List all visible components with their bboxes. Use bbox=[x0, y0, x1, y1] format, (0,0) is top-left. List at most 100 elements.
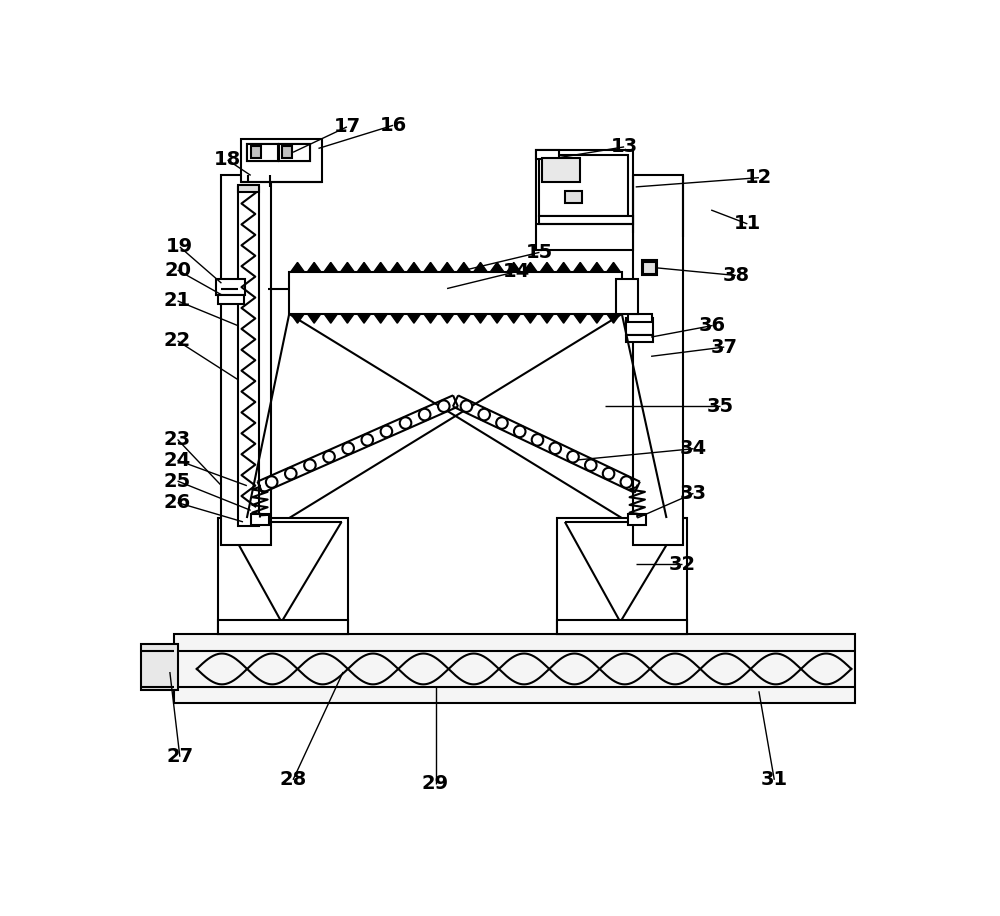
Text: 11: 11 bbox=[734, 214, 761, 234]
Polygon shape bbox=[540, 262, 554, 272]
Polygon shape bbox=[307, 262, 321, 272]
Polygon shape bbox=[291, 314, 304, 323]
Circle shape bbox=[478, 409, 490, 420]
Bar bbox=[557, 518, 687, 634]
Polygon shape bbox=[407, 262, 421, 272]
Text: 19: 19 bbox=[166, 237, 193, 256]
Polygon shape bbox=[507, 262, 520, 272]
Bar bbox=[539, 155, 628, 216]
Circle shape bbox=[438, 400, 450, 412]
Circle shape bbox=[304, 460, 316, 471]
Bar bbox=[626, 334, 653, 343]
Polygon shape bbox=[407, 314, 421, 323]
Bar bbox=[289, 272, 622, 314]
Text: 14: 14 bbox=[503, 262, 530, 281]
Polygon shape bbox=[391, 262, 404, 272]
Circle shape bbox=[419, 409, 430, 420]
Polygon shape bbox=[457, 262, 470, 272]
Text: 36: 36 bbox=[699, 316, 726, 335]
Text: 16: 16 bbox=[380, 115, 407, 135]
Circle shape bbox=[461, 400, 472, 412]
Text: 27: 27 bbox=[166, 747, 193, 766]
Polygon shape bbox=[557, 262, 570, 272]
Text: 34: 34 bbox=[680, 439, 707, 458]
Bar bbox=[247, 144, 278, 160]
Polygon shape bbox=[524, 314, 537, 323]
Bar bbox=[643, 262, 656, 274]
Polygon shape bbox=[424, 314, 437, 323]
Text: 20: 20 bbox=[164, 260, 191, 279]
Text: 18: 18 bbox=[214, 150, 241, 169]
Text: 21: 21 bbox=[164, 291, 191, 311]
Polygon shape bbox=[540, 314, 554, 323]
Text: 29: 29 bbox=[422, 774, 449, 793]
Text: 31: 31 bbox=[761, 770, 788, 790]
Text: 13: 13 bbox=[611, 137, 638, 157]
Bar bbox=[241, 139, 322, 181]
Polygon shape bbox=[574, 262, 587, 272]
Text: 24: 24 bbox=[164, 451, 191, 470]
Text: 26: 26 bbox=[164, 493, 191, 512]
Polygon shape bbox=[341, 262, 354, 272]
Bar bbox=[628, 314, 652, 322]
Bar bbox=[218, 518, 348, 634]
Circle shape bbox=[621, 476, 632, 488]
Bar bbox=[626, 318, 653, 334]
Text: 32: 32 bbox=[668, 555, 695, 573]
Bar bbox=[539, 216, 633, 224]
Bar bbox=[628, 514, 646, 525]
Polygon shape bbox=[490, 314, 504, 323]
Polygon shape bbox=[374, 314, 387, 323]
Bar bbox=[238, 185, 259, 192]
Circle shape bbox=[285, 468, 297, 479]
Polygon shape bbox=[374, 262, 387, 272]
Bar bbox=[565, 191, 582, 203]
Bar bbox=[616, 279, 638, 314]
Circle shape bbox=[323, 451, 335, 463]
Polygon shape bbox=[607, 314, 620, 323]
Bar bbox=[247, 144, 278, 160]
Polygon shape bbox=[474, 314, 487, 323]
Polygon shape bbox=[590, 262, 604, 272]
Bar bbox=[141, 644, 178, 690]
Circle shape bbox=[381, 426, 392, 437]
Polygon shape bbox=[574, 314, 587, 323]
Bar bbox=[218, 619, 348, 634]
Polygon shape bbox=[441, 314, 454, 323]
Polygon shape bbox=[607, 262, 620, 272]
Polygon shape bbox=[507, 314, 520, 323]
Bar bbox=[642, 260, 657, 276]
Circle shape bbox=[400, 418, 411, 429]
Bar bbox=[536, 150, 559, 159]
Circle shape bbox=[532, 434, 543, 446]
Bar bbox=[633, 175, 683, 545]
Text: 17: 17 bbox=[333, 117, 361, 136]
Bar bbox=[282, 147, 292, 158]
Bar bbox=[216, 279, 245, 295]
Text: 23: 23 bbox=[164, 430, 191, 449]
Polygon shape bbox=[357, 262, 371, 272]
Circle shape bbox=[362, 434, 373, 446]
Bar bbox=[218, 295, 244, 304]
Circle shape bbox=[585, 460, 597, 471]
Polygon shape bbox=[457, 314, 470, 323]
Polygon shape bbox=[424, 262, 437, 272]
Text: 33: 33 bbox=[680, 484, 707, 503]
Polygon shape bbox=[324, 262, 337, 272]
Bar bbox=[221, 175, 271, 545]
Polygon shape bbox=[391, 314, 404, 323]
Bar bbox=[542, 158, 580, 181]
Polygon shape bbox=[357, 314, 371, 323]
Bar bbox=[279, 144, 310, 160]
Polygon shape bbox=[341, 314, 354, 323]
Text: 37: 37 bbox=[711, 338, 738, 356]
Text: 12: 12 bbox=[745, 169, 773, 187]
Text: 15: 15 bbox=[526, 243, 553, 262]
Circle shape bbox=[549, 442, 561, 454]
Bar bbox=[557, 619, 687, 634]
Circle shape bbox=[342, 442, 354, 454]
Circle shape bbox=[266, 476, 277, 488]
Text: 28: 28 bbox=[279, 770, 307, 790]
Bar bbox=[251, 147, 261, 158]
Polygon shape bbox=[490, 262, 504, 272]
